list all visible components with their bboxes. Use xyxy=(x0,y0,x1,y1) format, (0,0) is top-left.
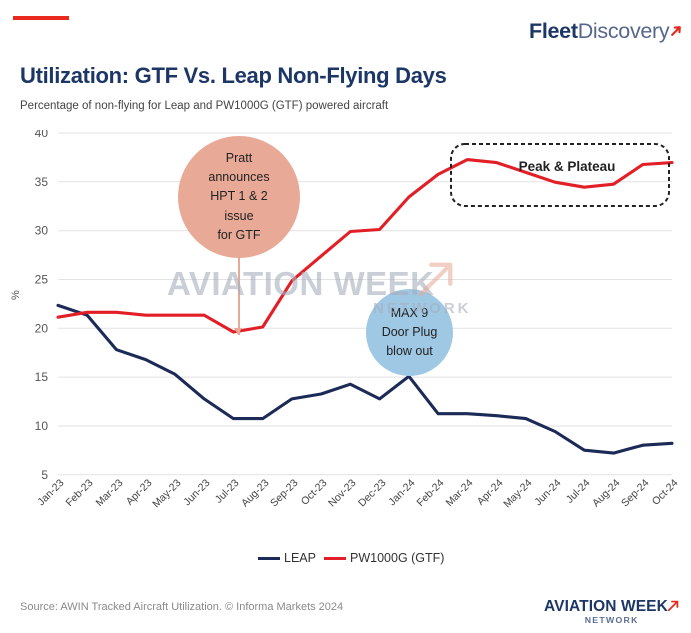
svg-text:25: 25 xyxy=(35,273,49,287)
svg-text:35: 35 xyxy=(35,175,49,189)
svg-text:10: 10 xyxy=(35,419,49,433)
svg-text:Peak & Plateau: Peak & Plateau xyxy=(519,159,616,174)
svg-text:40: 40 xyxy=(35,130,49,140)
svg-text:30: 30 xyxy=(35,224,49,238)
svg-text:15: 15 xyxy=(35,370,49,384)
svg-text:20: 20 xyxy=(35,321,49,335)
